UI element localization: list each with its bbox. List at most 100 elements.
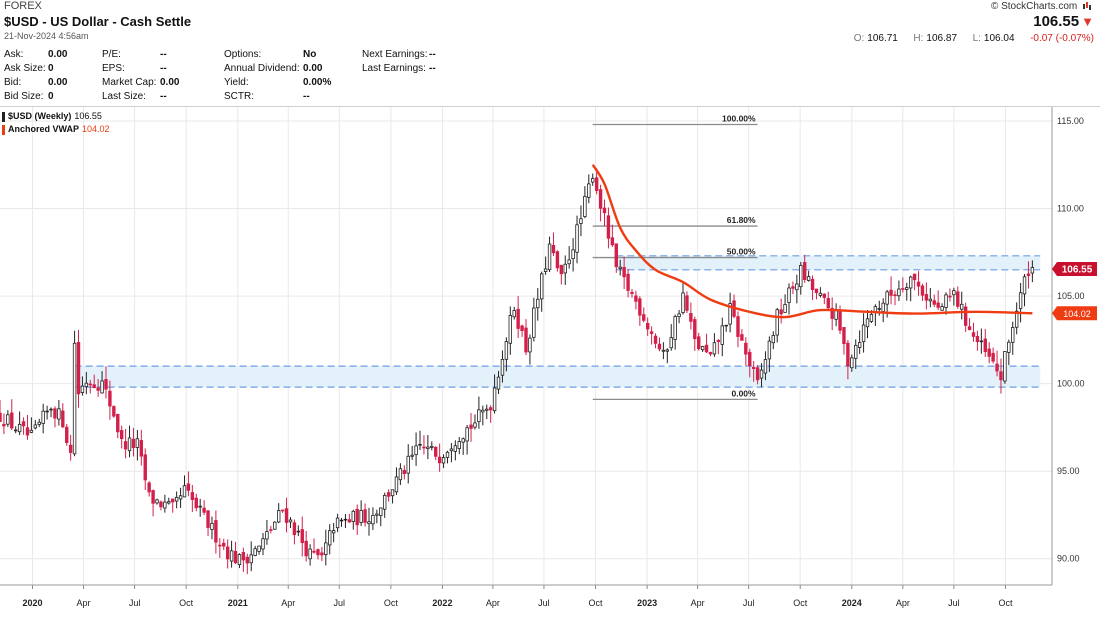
candle-body	[869, 313, 874, 322]
candle-body	[881, 302, 885, 312]
candle-body	[25, 427, 30, 436]
candle-body	[37, 421, 41, 425]
candle-body	[685, 295, 689, 311]
legend-swatch	[2, 111, 5, 122]
candle-body	[1014, 310, 1019, 328]
candle-body	[626, 273, 630, 291]
candle-body	[649, 331, 654, 334]
candle-body	[76, 342, 81, 395]
exchange-label: FOREX	[4, 0, 42, 12]
candle-body	[418, 444, 422, 446]
candle-body	[575, 224, 579, 253]
y-tick-label: 100.00	[1057, 379, 1085, 389]
candle-body	[893, 294, 897, 297]
candle-body	[936, 302, 940, 308]
candle-body	[594, 177, 599, 191]
candle-body	[889, 289, 893, 296]
x-tick-label: Oct	[384, 598, 399, 608]
candle-body	[167, 501, 171, 504]
candle-body	[712, 342, 717, 355]
candle-body	[245, 556, 249, 564]
candle-body	[963, 306, 968, 326]
candle-body	[916, 281, 921, 287]
x-tick-label: 2022	[432, 598, 452, 608]
candle-body	[830, 307, 834, 319]
candle-body	[437, 456, 442, 464]
candle-body	[174, 496, 179, 502]
candle-body	[414, 445, 418, 456]
candle-body	[257, 545, 261, 552]
candle-body	[445, 451, 450, 458]
fib-level-label: 0.00%	[731, 388, 756, 398]
candle-body	[924, 294, 929, 301]
candle-body	[143, 454, 147, 481]
candle-body	[68, 444, 73, 453]
candle-body	[53, 408, 57, 419]
low-label: L:	[972, 33, 981, 44]
last-price: 106.55 ▼	[991, 13, 1094, 31]
candle-body	[543, 268, 548, 272]
candle-body	[865, 318, 870, 328]
candle-body	[602, 207, 607, 214]
legend-value: 106.55	[74, 111, 102, 121]
legend-value: 104.02	[82, 124, 110, 134]
candle-body	[606, 215, 611, 239]
candle-body	[163, 501, 167, 509]
candle-body	[123, 441, 128, 450]
candle-body	[363, 509, 367, 523]
open-label: O:	[853, 33, 865, 44]
candle-body	[237, 554, 242, 566]
candle-body	[312, 550, 316, 553]
candle-body	[469, 424, 473, 429]
stat-value: --	[429, 63, 436, 74]
candle-body	[932, 300, 936, 305]
candle-body	[284, 508, 289, 523]
candle-body	[1011, 327, 1015, 343]
x-tick-label: Oct	[589, 598, 604, 608]
candle-body	[453, 445, 458, 452]
stat-value: --	[429, 49, 436, 60]
candle-body	[618, 266, 622, 269]
candle-body	[857, 342, 862, 348]
candle-body	[799, 265, 803, 288]
candle-body	[80, 385, 85, 393]
candle-body	[0, 412, 2, 422]
candle-body	[41, 410, 45, 424]
stat-value: 0	[48, 91, 54, 102]
candle-body	[638, 298, 642, 316]
candle-body	[288, 519, 293, 523]
vwap-price-tag-label: 104.02	[1063, 309, 1091, 319]
candle-body	[61, 410, 65, 428]
candle-body	[331, 530, 336, 534]
candle-body	[842, 327, 846, 345]
candle-body	[1007, 341, 1011, 353]
candle-body	[382, 494, 387, 510]
stat-label: Ask:	[4, 49, 24, 60]
candle-body	[779, 309, 783, 315]
candle-body	[826, 298, 830, 309]
x-tick-label: Jul	[743, 598, 755, 608]
stat-value: --	[160, 91, 167, 102]
price-chart[interactable]: 100.00% 61.80% 50.00% 0.00% 115.00 110.00 105…	[0, 107, 1100, 617]
x-tick-label: Oct	[179, 598, 194, 608]
candle-body	[241, 552, 246, 561]
candle-body	[29, 429, 34, 433]
candle-body	[488, 407, 493, 411]
candle-body	[229, 550, 234, 562]
candle-body	[803, 262, 807, 281]
candle-body	[410, 454, 414, 457]
candle-body	[178, 495, 183, 500]
open-value: 106.71	[867, 33, 898, 44]
brand-credit[interactable]: © StockCharts.com	[991, 0, 1094, 13]
candle-body	[355, 508, 359, 526]
candle-body	[218, 544, 222, 547]
candle-body	[367, 521, 371, 525]
candle-body	[72, 342, 77, 455]
candle-body	[540, 273, 544, 300]
candle-body	[567, 259, 571, 265]
candle-body	[186, 483, 191, 491]
stat-label: SCTR:	[224, 91, 254, 102]
candle-body	[920, 285, 925, 296]
candle-body	[21, 421, 26, 427]
stat-value: 0.00	[160, 77, 180, 88]
